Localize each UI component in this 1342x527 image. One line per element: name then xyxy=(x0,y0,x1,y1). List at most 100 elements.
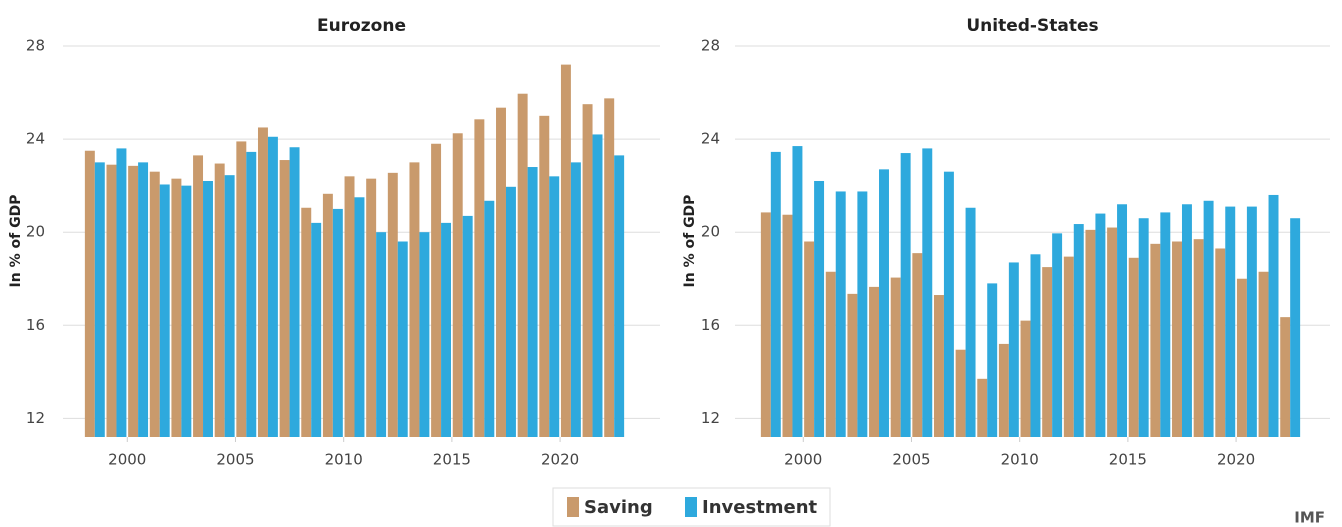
bar xyxy=(267,136,278,437)
y-tick-label: 28 xyxy=(26,37,45,55)
bar xyxy=(1107,227,1118,437)
legend-swatch xyxy=(567,497,579,517)
bar xyxy=(1095,213,1106,437)
bar xyxy=(138,162,149,437)
bar xyxy=(604,98,615,437)
legend-label: Investment xyxy=(702,497,818,518)
bar xyxy=(560,64,571,437)
y-tick-label: 28 xyxy=(701,37,720,55)
bar xyxy=(149,171,160,437)
bar xyxy=(224,175,235,437)
bar xyxy=(344,176,355,438)
x-tick-label: 2020 xyxy=(1217,451,1255,469)
bar xyxy=(236,141,247,438)
bar xyxy=(614,155,625,437)
bar xyxy=(452,133,463,437)
bar xyxy=(998,343,1009,437)
bar xyxy=(279,160,290,437)
bar xyxy=(570,162,581,437)
chart-title: United-States xyxy=(966,16,1098,36)
bar xyxy=(857,191,868,437)
bar xyxy=(1063,256,1074,437)
x-tick-label: 2005 xyxy=(216,451,254,469)
legend-swatch xyxy=(685,497,697,517)
bar xyxy=(879,169,889,437)
bar xyxy=(1128,257,1139,437)
bar xyxy=(1236,278,1247,437)
bar xyxy=(1215,248,1226,437)
bar xyxy=(354,197,365,437)
bar xyxy=(484,200,495,437)
bar xyxy=(1268,194,1279,437)
bar xyxy=(214,163,225,437)
bar xyxy=(409,162,420,437)
bar xyxy=(376,232,387,437)
bar xyxy=(311,222,322,437)
bar xyxy=(171,178,182,438)
bar xyxy=(987,283,998,437)
bar xyxy=(397,241,408,437)
bar xyxy=(1117,204,1128,437)
bar xyxy=(804,241,815,437)
y-tick-label: 16 xyxy=(26,316,45,334)
bar xyxy=(943,171,954,437)
y-axis-label: In % of GDP xyxy=(8,195,24,288)
bar xyxy=(592,134,603,437)
bar xyxy=(1172,241,1182,437)
bar xyxy=(890,277,901,437)
bar xyxy=(955,349,966,437)
bar xyxy=(505,186,516,437)
bar xyxy=(116,148,127,437)
bar xyxy=(94,162,105,437)
bar xyxy=(181,185,192,437)
bar xyxy=(869,286,880,437)
bar xyxy=(441,222,452,437)
bar xyxy=(1030,254,1041,437)
bar xyxy=(1020,320,1031,437)
bar xyxy=(203,180,213,437)
bar xyxy=(332,208,343,437)
bar xyxy=(496,107,506,437)
bar xyxy=(549,176,560,438)
source: IMF xyxy=(1294,509,1325,527)
y-tick-label: 16 xyxy=(701,316,720,334)
bar xyxy=(193,155,204,437)
bar xyxy=(322,193,333,437)
bar xyxy=(847,293,858,437)
bar xyxy=(977,378,988,437)
bar xyxy=(1280,317,1291,437)
bar xyxy=(474,119,485,437)
x-tick-label: 2010 xyxy=(325,451,363,469)
bar xyxy=(246,151,257,438)
bar xyxy=(792,146,803,437)
bar xyxy=(900,153,911,438)
bar xyxy=(106,164,117,438)
bar xyxy=(1052,233,1063,437)
bar xyxy=(782,214,793,437)
bar xyxy=(1246,206,1257,437)
x-tick-label: 2015 xyxy=(433,451,471,469)
bar xyxy=(582,104,593,438)
bar xyxy=(1181,204,1192,437)
bar xyxy=(1225,206,1236,437)
bar xyxy=(257,127,268,437)
x-tick-label: 2000 xyxy=(108,451,146,469)
x-tick-label: 2005 xyxy=(892,451,930,469)
bar xyxy=(84,150,95,437)
bar xyxy=(1085,229,1096,437)
x-tick-label: 2010 xyxy=(1001,451,1039,469)
bar xyxy=(1073,224,1084,437)
y-tick-label: 24 xyxy=(26,130,45,148)
bar xyxy=(517,93,528,438)
bar xyxy=(825,271,836,437)
bar xyxy=(1160,212,1171,437)
x-tick-label: 2000 xyxy=(784,451,822,469)
bar xyxy=(965,207,976,437)
bar xyxy=(760,212,771,437)
y-tick-label: 12 xyxy=(26,409,45,427)
bar xyxy=(814,180,825,437)
bar xyxy=(128,165,139,438)
bar xyxy=(1008,262,1019,437)
bar xyxy=(770,151,781,438)
legend-label: Saving xyxy=(584,497,653,518)
